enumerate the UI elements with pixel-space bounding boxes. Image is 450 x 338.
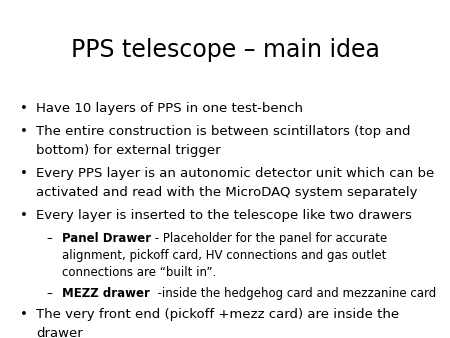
Text: MEZZ drawer: MEZZ drawer — [62, 287, 150, 300]
Text: •: • — [20, 308, 28, 321]
Text: activated and read with the MicroDAQ system separately: activated and read with the MicroDAQ sys… — [36, 186, 418, 199]
Text: The entire construction is between scintillators (top and: The entire construction is between scint… — [36, 125, 410, 138]
Text: alignment, pickoff card, HV connections and gas outlet: alignment, pickoff card, HV connections … — [62, 249, 387, 262]
Text: •: • — [20, 167, 28, 180]
Text: •: • — [20, 102, 28, 115]
Text: –: – — [46, 232, 52, 245]
Text: Have 10 layers of PPS in one test-bench: Have 10 layers of PPS in one test-bench — [36, 102, 303, 115]
Text: Panel Drawer: Panel Drawer — [62, 232, 151, 245]
Text: •: • — [20, 125, 28, 138]
Text: - Placeholder for the panel for accurate: - Placeholder for the panel for accurate — [151, 232, 387, 245]
Text: PPS telescope – main idea: PPS telescope – main idea — [71, 38, 379, 62]
Text: bottom) for external trigger: bottom) for external trigger — [36, 144, 220, 157]
Text: •: • — [20, 209, 28, 222]
Text: Every PPS layer is an autonomic detector unit which can be: Every PPS layer is an autonomic detector… — [36, 167, 434, 180]
Text: –: – — [46, 287, 52, 300]
Text: drawer: drawer — [36, 327, 83, 338]
Text: -inside the hedgehog card and mezzanine card: -inside the hedgehog card and mezzanine … — [150, 287, 436, 300]
Text: Every layer is inserted to the telescope like two drawers: Every layer is inserted to the telescope… — [36, 209, 412, 222]
Text: connections are “built in”.: connections are “built in”. — [62, 266, 216, 279]
Text: The very front end (pickoff +mezz card) are inside the: The very front end (pickoff +mezz card) … — [36, 308, 399, 321]
